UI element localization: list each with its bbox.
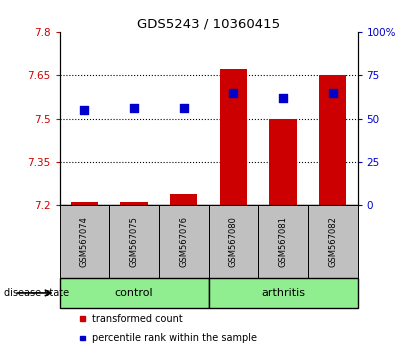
Title: GDS5243 / 10360415: GDS5243 / 10360415 bbox=[137, 18, 280, 31]
Bar bbox=[270, 119, 297, 205]
Point bbox=[230, 90, 237, 96]
Text: GSM567080: GSM567080 bbox=[229, 216, 238, 267]
Text: control: control bbox=[115, 288, 153, 298]
Text: GSM567081: GSM567081 bbox=[279, 216, 288, 267]
Point bbox=[280, 95, 286, 101]
Point bbox=[180, 105, 187, 111]
Text: arthritis: arthritis bbox=[261, 288, 305, 298]
Text: GSM567076: GSM567076 bbox=[179, 216, 188, 267]
Point bbox=[131, 105, 137, 111]
Point bbox=[81, 107, 88, 113]
Text: transformed count: transformed count bbox=[92, 314, 182, 324]
Text: GSM567074: GSM567074 bbox=[80, 216, 89, 267]
Text: percentile rank within the sample: percentile rank within the sample bbox=[92, 333, 256, 343]
Bar bbox=[71, 202, 98, 205]
Bar bbox=[120, 202, 148, 205]
Text: disease state: disease state bbox=[4, 288, 69, 298]
Text: GSM567075: GSM567075 bbox=[129, 216, 139, 267]
Bar bbox=[170, 194, 197, 205]
Bar bbox=[319, 75, 346, 205]
Bar bbox=[220, 69, 247, 205]
Text: GSM567082: GSM567082 bbox=[328, 216, 337, 267]
Point bbox=[330, 90, 336, 96]
